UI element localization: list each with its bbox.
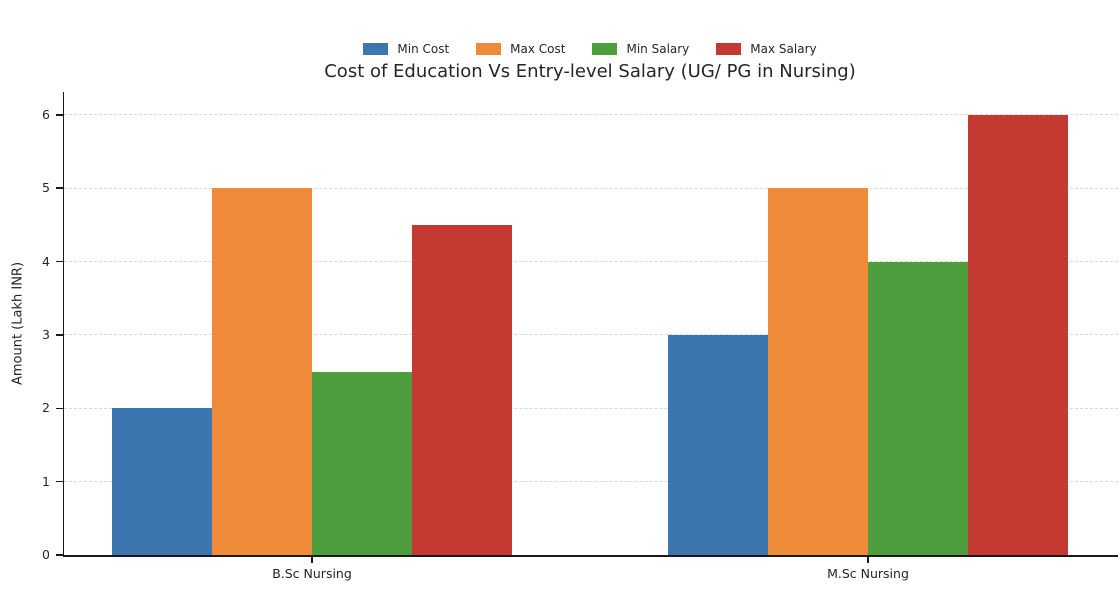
x-tick-label-b-sc-nursing: B.Sc Nursing xyxy=(272,566,352,581)
y-tick-label: 4 xyxy=(42,253,50,269)
bar-max-salary-m-sc-nursing xyxy=(968,114,1068,555)
x-axis-tick xyxy=(311,557,313,563)
chart-title: Cost of Education Vs Entry-level Salary … xyxy=(324,61,856,82)
legend-label: Min Salary xyxy=(626,42,690,56)
gridline-y-4 xyxy=(64,261,1118,262)
legend-item-min-salary: Min Salary xyxy=(592,42,689,56)
y-axis-tick xyxy=(56,554,63,556)
plot-area: 0 1 2 3 4 5 6 B.Sc Nursing M.Sc Nursing xyxy=(42,92,1118,581)
gridline-y-1 xyxy=(64,481,1118,483)
gridline-y-3 xyxy=(64,334,1118,336)
gridline-y-2 xyxy=(64,407,1118,409)
legend-item-max-salary: Max Salary xyxy=(716,42,817,56)
legend-label: Min Cost xyxy=(397,42,450,56)
bar-min-cost-m-sc-nursing xyxy=(668,334,768,555)
y-tick-label: 3 xyxy=(42,326,50,342)
legend-item-max-cost: Max Cost xyxy=(476,42,565,56)
bar-min-cost-b-sc-nursing xyxy=(112,408,212,555)
bar-max-cost-b-sc-nursing xyxy=(212,188,312,555)
chart-legend: Min Cost Max Cost Min Salary Max Salary xyxy=(63,42,1117,56)
bar-max-cost-m-sc-nursing xyxy=(768,188,868,555)
legend-swatch-max-salary-icon xyxy=(716,43,742,55)
x-tick-label-m-sc-nursing: M.Sc Nursing xyxy=(827,566,909,581)
gridline-y-6 xyxy=(64,114,1118,116)
gridline-y-5 xyxy=(64,187,1118,189)
x-axis-tick xyxy=(867,557,869,563)
y-axis-tick xyxy=(56,334,63,336)
y-axis-tick xyxy=(56,407,63,409)
y-tick-label: 2 xyxy=(42,400,50,416)
y-axis-tick xyxy=(56,480,63,483)
y-tick-label: 1 xyxy=(42,473,50,489)
legend-swatch-max-cost-icon xyxy=(476,43,502,55)
y-axis-tick xyxy=(56,114,63,116)
legend-label: Max Salary xyxy=(750,42,817,56)
y-axis-tick xyxy=(56,260,63,263)
legend-item-min-cost: Min Cost xyxy=(363,42,449,56)
y-tick-label: 6 xyxy=(42,106,50,122)
y-tick-label: 0 xyxy=(42,547,50,562)
y-axis-tick xyxy=(56,187,63,189)
legend-swatch-min-cost-icon xyxy=(363,43,389,55)
bar-min-salary-m-sc-nursing xyxy=(868,261,968,555)
legend-swatch-min-salary-icon xyxy=(592,43,618,55)
y-tick-label: 5 xyxy=(42,180,50,196)
bar-min-salary-b-sc-nursing xyxy=(312,371,412,555)
legend-label: Max Cost xyxy=(510,42,566,56)
bar-max-salary-b-sc-nursing xyxy=(412,224,512,555)
